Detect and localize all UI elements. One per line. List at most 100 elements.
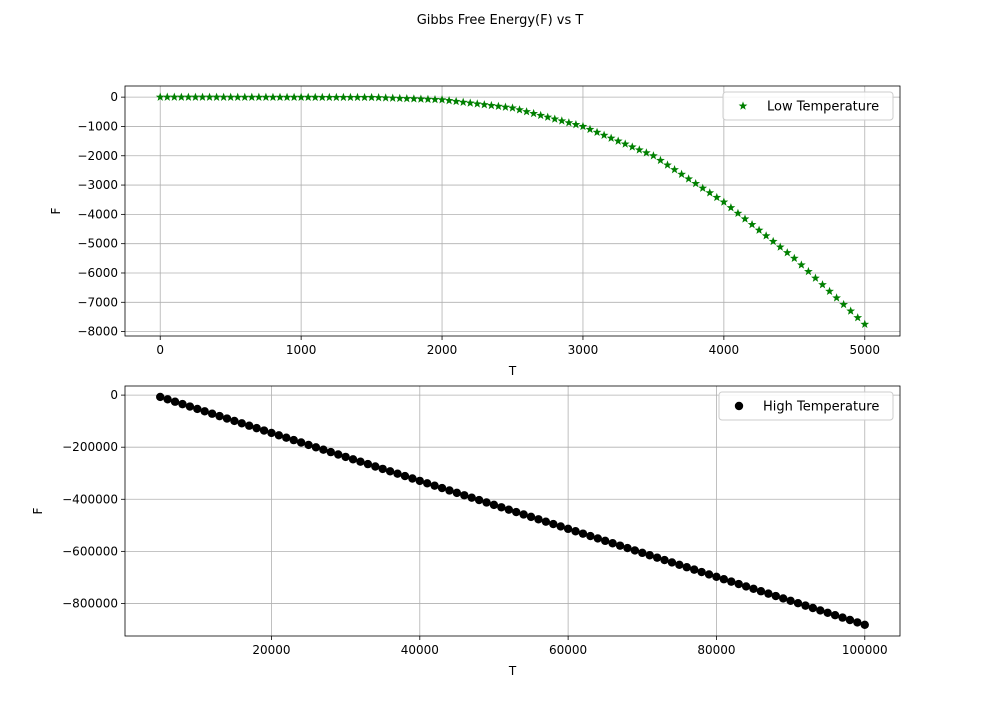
data-point-circle xyxy=(526,512,536,522)
legend-label: High Temperature xyxy=(763,400,879,415)
data-point-circle xyxy=(156,392,165,402)
legend-box xyxy=(718,391,894,421)
data-point-circle xyxy=(667,558,677,567)
y-tick-label: −2000 xyxy=(77,149,118,163)
data-point-circle xyxy=(652,553,662,562)
data-point-circle xyxy=(371,462,380,471)
data-point-circle xyxy=(704,570,714,579)
data-point-star xyxy=(310,92,320,102)
data-point-star xyxy=(719,197,729,206)
data-point-star xyxy=(184,92,193,101)
data-point-circle xyxy=(185,402,195,411)
data-point-star xyxy=(663,160,672,169)
data-point-star xyxy=(832,293,841,302)
data-point-star xyxy=(486,100,496,110)
data-point-circle xyxy=(311,443,321,452)
data-point-star xyxy=(409,94,419,103)
data-point-circle xyxy=(853,618,862,627)
y-tick-label: −8000 xyxy=(77,325,118,339)
data-point-circle xyxy=(601,536,610,546)
data-point-star xyxy=(550,114,560,123)
data-point-circle xyxy=(363,459,373,469)
data-point-star xyxy=(282,92,292,102)
data-point-star xyxy=(381,93,391,102)
data-point-circle xyxy=(786,596,795,606)
y-tick-label: −400000 xyxy=(62,492,118,506)
data-point-star xyxy=(360,92,369,102)
legend-label: Low Temperature xyxy=(767,100,879,115)
data-point-circle xyxy=(163,395,172,404)
data-point-circle xyxy=(267,428,276,438)
data-point-circle xyxy=(237,419,247,428)
data-point-circle xyxy=(474,495,484,505)
data-point-circle xyxy=(304,440,313,450)
data-point-circle xyxy=(341,452,350,462)
data-point-star xyxy=(472,99,482,108)
data-point-circle xyxy=(712,572,721,582)
data-point-star xyxy=(437,95,447,104)
data-point-star xyxy=(423,94,433,104)
data-point-star xyxy=(578,121,588,131)
data-point-star xyxy=(275,92,285,102)
y-tick-label: −1000 xyxy=(77,119,118,133)
data-point-star xyxy=(536,110,546,120)
data-point-circle xyxy=(452,488,462,498)
data-point-circle xyxy=(638,548,647,558)
data-point-star xyxy=(522,107,531,116)
data-point-circle xyxy=(430,481,439,490)
data-point-circle xyxy=(630,546,640,555)
data-point-circle xyxy=(838,613,847,622)
data-point-circle xyxy=(170,397,180,406)
data-point-circle xyxy=(719,575,729,584)
x-tick-label: 3000 xyxy=(568,343,599,357)
plot-area xyxy=(125,86,900,336)
x-axis-label: T xyxy=(508,664,517,678)
data-point-circle xyxy=(808,603,818,613)
x-tick-label: 40000 xyxy=(401,643,439,657)
data-point-star xyxy=(444,96,454,105)
data-point-star xyxy=(754,225,764,234)
data-point-circle xyxy=(645,551,654,560)
data-point-circle xyxy=(771,591,780,601)
data-point-circle xyxy=(823,608,832,618)
data-point-star xyxy=(515,105,524,114)
y-tick-label: 0 xyxy=(110,90,118,104)
data-point-circle xyxy=(615,541,625,550)
x-tick-label: 4000 xyxy=(709,343,740,357)
data-point-circle xyxy=(571,527,580,536)
data-point-circle xyxy=(282,433,291,442)
data-point-star xyxy=(705,188,715,197)
data-point-star xyxy=(782,248,792,257)
data-point-star xyxy=(627,142,637,151)
data-point-circle xyxy=(489,500,499,510)
data-point-circle xyxy=(415,476,424,486)
y-tick-label: −600000 xyxy=(62,544,118,558)
data-point-circle xyxy=(393,469,402,478)
data-point-star xyxy=(374,93,384,102)
data-point-star xyxy=(339,92,348,102)
y-tick-label: −800000 xyxy=(62,596,118,610)
data-point-circle xyxy=(334,450,343,459)
data-point-circle xyxy=(749,584,758,594)
data-point-star xyxy=(811,273,820,282)
data-point-star xyxy=(191,92,200,101)
data-point-circle xyxy=(519,510,528,519)
data-point-circle xyxy=(734,579,743,589)
data-point-star xyxy=(451,96,461,106)
data-point-star xyxy=(712,192,722,202)
data-point-circle xyxy=(326,447,336,457)
data-point-star xyxy=(634,145,644,154)
data-point-circle xyxy=(296,438,306,447)
data-point-star xyxy=(388,93,398,102)
data-point-star xyxy=(761,231,771,240)
data-point-circle xyxy=(289,435,298,445)
data-point-circle xyxy=(245,421,254,430)
data-point-star xyxy=(508,103,517,112)
x-tick-label: 20000 xyxy=(252,643,290,657)
data-point-star xyxy=(740,214,750,223)
data-point-star xyxy=(324,92,334,102)
data-point-star xyxy=(254,92,264,101)
data-point-circle xyxy=(593,534,602,543)
y-tick-label: −5000 xyxy=(77,237,118,251)
data-point-circle xyxy=(534,515,543,524)
